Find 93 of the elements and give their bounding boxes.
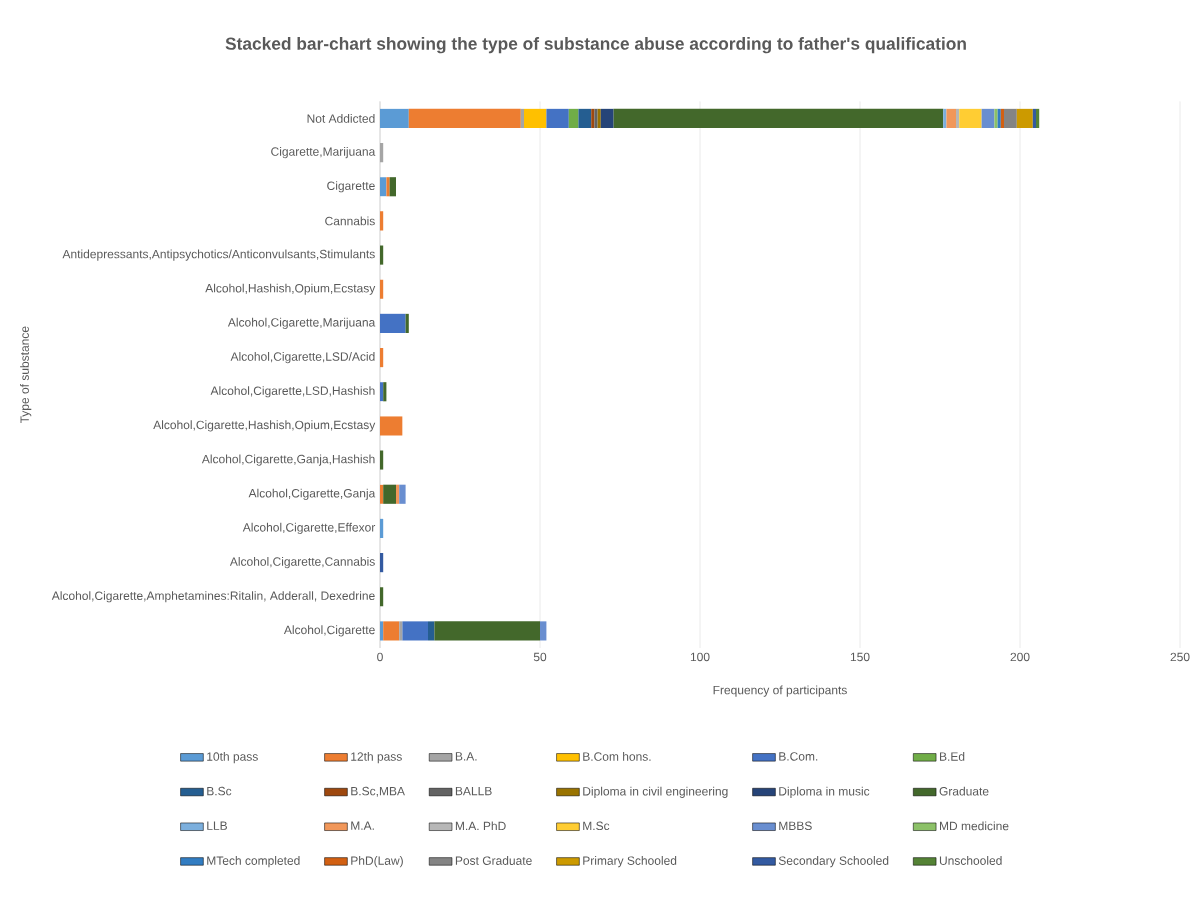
bar <box>389 177 396 197</box>
y-tick-label: Alcohol,Cigarette,Marijuana <box>227 317 376 330</box>
bar <box>383 484 396 504</box>
bar <box>1036 108 1040 128</box>
legend-label: B.Sc <box>207 786 232 796</box>
legend-label: M.Sc <box>583 821 610 831</box>
chart-title: Stacked bar-chart showing the type of substance abuse according to father's qualification <box>225 37 966 54</box>
bar <box>405 313 409 333</box>
y-axis-title: Type of substance <box>20 326 32 424</box>
legend-label: MTech completed <box>207 856 300 868</box>
y-tick-label: Alcohol,Cigarette,Hashish,Opium,Ecstasy <box>153 420 376 432</box>
bar <box>1032 108 1037 128</box>
legend-label: Unschooled <box>939 856 1002 865</box>
bar <box>380 245 384 265</box>
legend-label: B.Com. <box>779 752 818 761</box>
bar <box>380 553 384 573</box>
y-tick-label: Not Addicted <box>307 114 375 123</box>
bar <box>380 279 384 299</box>
bar <box>959 108 982 128</box>
y-tick-label: Cigarette,Marijuana <box>271 146 376 159</box>
x-tick-label: 200 <box>1010 652 1030 662</box>
legend-label: Secondary Schooled <box>778 856 889 868</box>
bar <box>520 108 524 128</box>
y-tick-label: Alcohol,Cigarette,Amphetamines:Ritalin, Adderall, Dexedrine <box>51 591 375 603</box>
x-tick-label: 100 <box>690 652 710 662</box>
x-tick-label: 50 <box>533 652 547 662</box>
y-tick-label: Alcohol,Hashish,Opium,Ecstasy <box>205 283 376 295</box>
bar <box>380 621 384 641</box>
y-tick-label: Alcohol,Cigarette,Ganja,Hashish <box>201 454 375 466</box>
y-tick-label: Cannabis <box>325 216 375 226</box>
legend-label: Diploma in music <box>779 786 870 798</box>
bar <box>399 484 406 504</box>
bar <box>380 348 384 368</box>
y-tick-label: Alcohol,Cigarette,Effexor <box>242 522 376 535</box>
legend-label: Primary Schooled <box>583 856 677 868</box>
bar <box>568 108 579 128</box>
bar <box>383 621 400 641</box>
legend-label: 10th pass <box>207 752 258 764</box>
bar <box>428 621 435 641</box>
bar <box>380 177 387 197</box>
y-tick-label: Alcohol,Cigarette,LSD,Hashish <box>210 386 375 398</box>
bar <box>1016 108 1033 128</box>
legend-label: Diploma in civil engineering <box>583 786 728 798</box>
x-tick-label: 250 <box>1170 652 1190 662</box>
legend-label: Graduate <box>939 786 989 796</box>
x-tick-label: 150 <box>850 652 870 662</box>
bar <box>540 621 547 641</box>
legend-label: B.A. <box>455 752 477 761</box>
bar <box>600 108 614 128</box>
bar <box>613 108 944 128</box>
legend-label: M.A. <box>351 821 374 830</box>
y-tick-label: Antidepressants,Antipsychotics/Anticonvulsants,Stimulants <box>62 249 375 261</box>
legend-label: PhD(Law) <box>351 856 403 868</box>
legend-label: B.Sc,MBA <box>351 786 405 797</box>
bar <box>408 108 521 128</box>
bar <box>578 108 592 128</box>
bar <box>380 211 384 231</box>
bar <box>380 587 384 607</box>
bar <box>380 416 403 436</box>
y-tick-label: Alcohol,Cigarette,Cannabis <box>229 556 375 569</box>
bar <box>380 313 406 333</box>
bar <box>380 143 384 163</box>
bar <box>524 108 547 128</box>
bar <box>1004 108 1017 128</box>
bar <box>943 108 947 128</box>
bar <box>399 621 403 641</box>
bar <box>396 484 400 504</box>
y-tick-label: Alcohol,Cigarette,LSD/Acid <box>230 351 375 364</box>
bar <box>402 621 428 641</box>
legend-label: B.Com hons. <box>583 752 651 761</box>
bar <box>546 108 569 128</box>
legend-label: Post Graduate <box>455 856 532 865</box>
y-tick-label: Cigarette <box>327 181 375 193</box>
bar <box>434 621 541 641</box>
bar <box>1000 108 1005 128</box>
legend-label: MD medicine <box>939 821 1009 831</box>
legend-label: 12th pass <box>351 752 402 764</box>
legend-label: MBBS <box>779 821 812 831</box>
bar <box>956 108 960 128</box>
bar <box>946 108 957 128</box>
bar <box>380 484 384 504</box>
bar <box>386 177 390 197</box>
y-tick-label: Alcohol,Cigarette <box>283 625 375 637</box>
x-tick-label: 0 <box>377 652 383 662</box>
x-axis-title: Frequency of participants <box>713 685 847 697</box>
legend-label: B.Ed <box>939 752 965 761</box>
bar <box>380 108 409 128</box>
legend-label: LLB <box>207 821 227 830</box>
y-tick-label: Alcohol,Cigarette,Ganja <box>248 488 376 500</box>
bar <box>981 108 995 128</box>
bar <box>380 518 384 538</box>
legend-label: BALLB <box>455 786 492 796</box>
legend-label: M.A. PhD <box>455 821 506 831</box>
